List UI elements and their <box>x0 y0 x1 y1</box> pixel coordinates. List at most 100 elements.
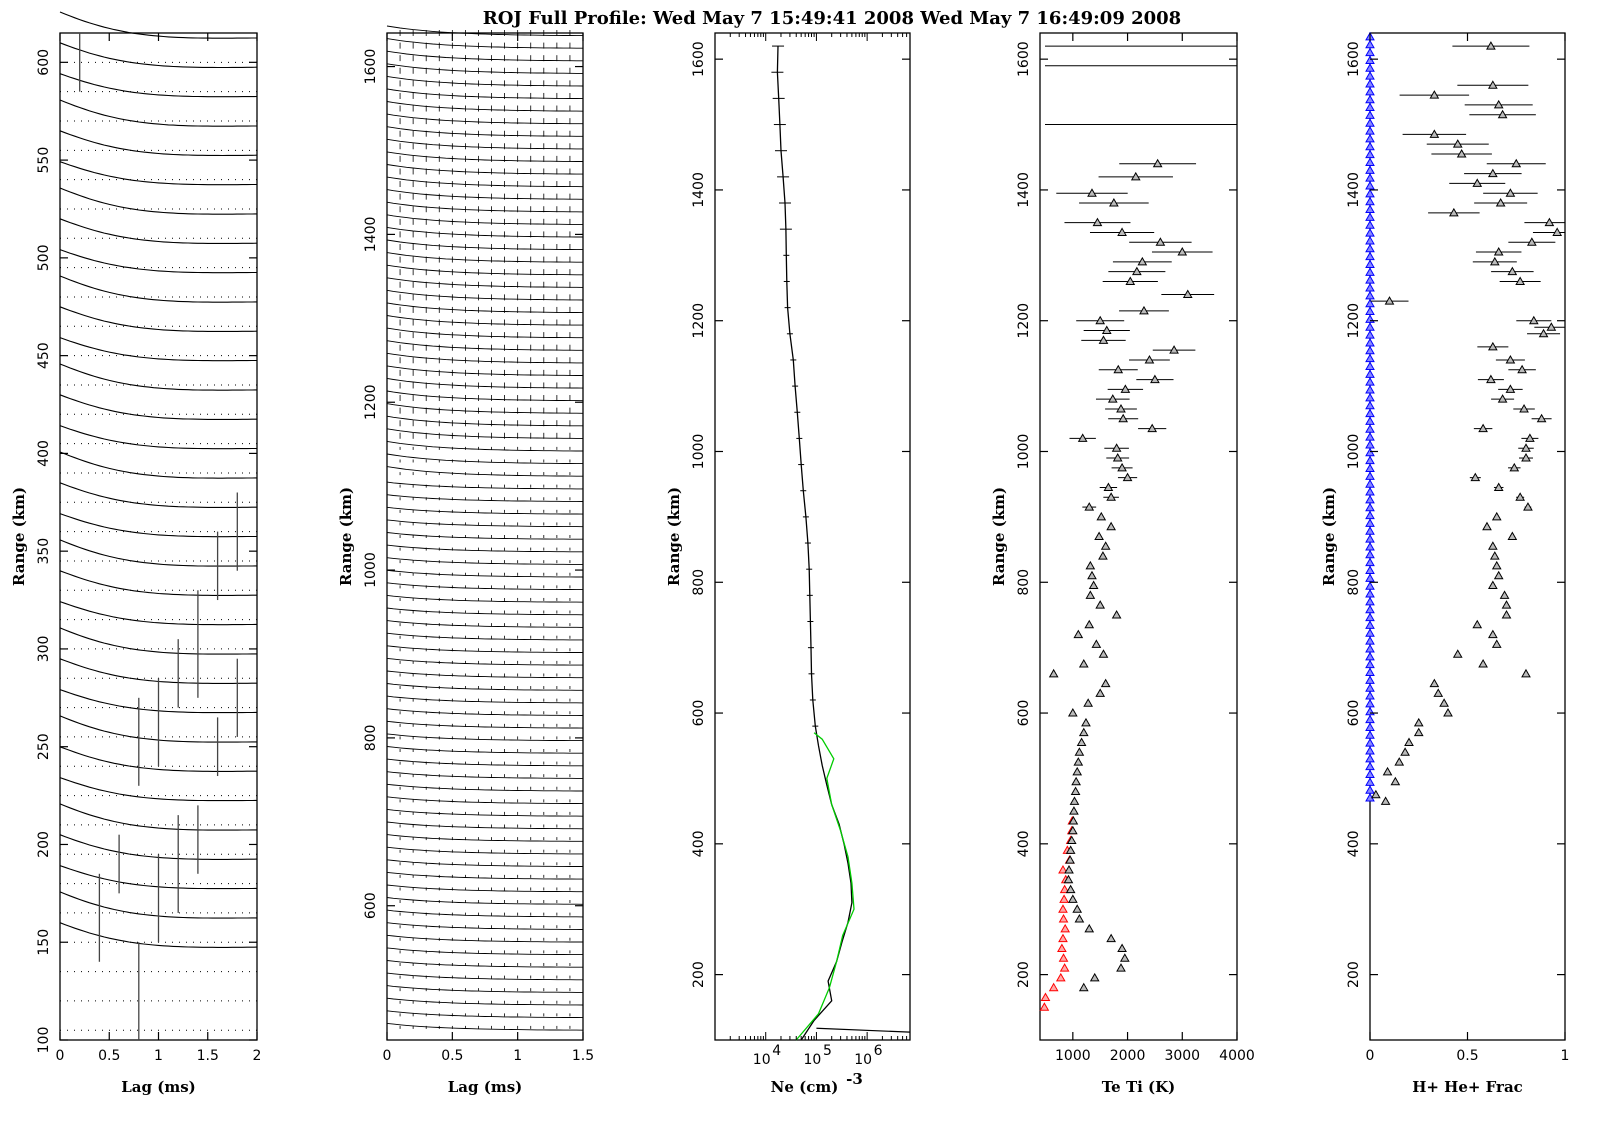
acf-curve <box>386 327 583 339</box>
h-frac-marker <box>1365 628 1375 637</box>
h-frac-marker <box>1365 86 1375 96</box>
y-tick-label: 1200 <box>1016 303 1032 339</box>
h-frac-marker <box>1365 714 1375 724</box>
frac-marker <box>1501 609 1512 619</box>
temp-marker <box>1089 972 1100 982</box>
h-frac-marker <box>1365 55 1375 64</box>
frac-marker <box>1505 384 1516 393</box>
y-tick-label: 1600 <box>363 49 379 85</box>
frac-marker <box>1526 237 1537 246</box>
temp-marker <box>1100 541 1111 550</box>
temp-marker <box>1109 198 1119 207</box>
frac-marker <box>1501 600 1512 609</box>
h-frac-marker <box>1365 243 1375 253</box>
y-tick-label: 450 <box>36 342 52 369</box>
frac-marker <box>1497 109 1508 119</box>
frac-marker <box>1552 227 1563 236</box>
h-frac-marker <box>1365 275 1375 284</box>
h-frac-marker <box>1365 455 1375 465</box>
temp-marker <box>1111 443 1122 452</box>
acf-curve <box>386 126 583 137</box>
acf-curve <box>59 746 257 772</box>
y-tick-label: 400 <box>691 830 707 857</box>
acf-curve <box>59 42 258 69</box>
frac-marker <box>1546 322 1557 331</box>
y-tick-label: 600 <box>1016 700 1032 727</box>
acf-curve <box>386 569 583 578</box>
temp-marker <box>1152 158 1163 168</box>
acf-curve <box>386 50 583 62</box>
frac-marker <box>1487 629 1498 639</box>
temp-marker <box>1101 325 1112 335</box>
h-frac-marker <box>1365 94 1375 104</box>
composition-panel: 200 400 600 800 1000 1200 1400 1600 Range (km) 0 0… <box>1320 31 1570 1096</box>
frac-marker <box>1370 789 1381 799</box>
h-frac-marker <box>1365 259 1375 268</box>
h-frac-marker <box>1365 408 1375 418</box>
temp-marker <box>1147 423 1158 433</box>
frac-marker <box>1487 541 1498 550</box>
h-frac-marker <box>1365 290 1375 300</box>
temp-marker <box>1068 815 1079 825</box>
density-panel: 1041051062004006008001000120014001600Ran… <box>665 32 911 1096</box>
y-tick-label: 800 <box>1016 569 1032 596</box>
frac-marker <box>1478 659 1488 668</box>
frac-marker <box>1413 727 1424 737</box>
temp-marker <box>1087 188 1097 197</box>
temp-marker <box>1087 570 1097 580</box>
acf-curve <box>386 607 584 616</box>
temp-marker <box>1059 963 1070 972</box>
x-tick-exponent: 5 <box>823 1043 832 1059</box>
temp-marker <box>1073 757 1084 766</box>
frac-marker <box>1404 737 1414 746</box>
acf-curve <box>386 239 583 251</box>
h-frac-marker <box>1365 126 1375 135</box>
acf-curve <box>59 363 258 391</box>
x-tick-exponent: 6 <box>874 1043 883 1059</box>
h-frac-marker <box>1365 596 1375 606</box>
y-tick-label: 1200 <box>691 303 707 339</box>
acf-curve <box>59 425 257 450</box>
frac-marker <box>1452 649 1463 658</box>
x-tick-label: 1.5 <box>572 1048 594 1064</box>
acf-curve <box>59 803 257 831</box>
density-series-line <box>795 732 855 1041</box>
temp-marker <box>1078 727 1089 737</box>
h-frac-marker <box>1365 777 1375 786</box>
temp-marker <box>1055 972 1066 982</box>
h-frac-marker <box>1365 118 1375 127</box>
temp-marker <box>1117 943 1127 952</box>
frac-marker <box>1509 462 1520 472</box>
acf-curve <box>386 720 584 729</box>
h-frac-marker <box>1365 337 1375 347</box>
temp-marker <box>1059 894 1069 903</box>
frac-marker <box>1497 394 1508 403</box>
acf-curve <box>386 38 583 49</box>
acf-curve <box>386 733 583 742</box>
h-frac-marker <box>1365 141 1375 151</box>
frac-marker <box>1487 80 1498 89</box>
h-frac-marker <box>1365 345 1375 355</box>
temp-marker <box>1117 227 1127 236</box>
acf-curve <box>386 377 584 389</box>
acf-curve <box>386 884 583 893</box>
plot-frame <box>714 32 911 1041</box>
acf-curve <box>386 683 583 691</box>
acf-curve <box>386 620 584 628</box>
plot-frame <box>386 32 584 1041</box>
acf-curve <box>59 99 257 127</box>
plot-frame <box>1369 32 1566 1041</box>
temp-marker <box>1076 737 1087 746</box>
h-frac-marker <box>1365 761 1375 771</box>
temp-marker <box>1058 953 1069 962</box>
h-frac-marker <box>1365 267 1375 276</box>
acf-curve <box>386 897 584 905</box>
frac-marker <box>1470 472 1481 482</box>
acf-curve <box>386 403 584 414</box>
x-tick-label: 1 <box>1561 1048 1570 1064</box>
x-tick-label: 0 <box>1366 1048 1375 1064</box>
temp-marker <box>1066 835 1077 845</box>
temp-marker <box>1111 609 1122 619</box>
acf-curve <box>386 544 583 553</box>
frac-marker <box>1493 247 1504 256</box>
